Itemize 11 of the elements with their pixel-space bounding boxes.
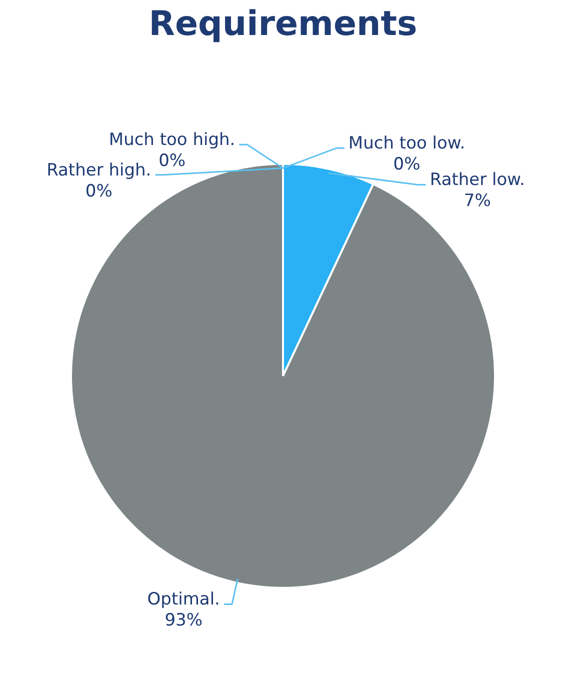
text: 0% — [158, 151, 186, 172]
category-label: Much too low. — [348, 134, 466, 154]
text: 0% — [393, 154, 420, 175]
slice-label: Rather low. — [430, 170, 525, 190]
slice-label: Optimal. — [147, 590, 220, 610]
chart-title: Requirements — [148, 4, 418, 44]
data-label: 7% — [464, 191, 491, 212]
category-label: Much too high. — [108, 130, 236, 150]
category-label: Rather high. — [46, 160, 152, 180]
text: 0% — [85, 181, 112, 202]
data-label: 93% — [164, 610, 203, 631]
